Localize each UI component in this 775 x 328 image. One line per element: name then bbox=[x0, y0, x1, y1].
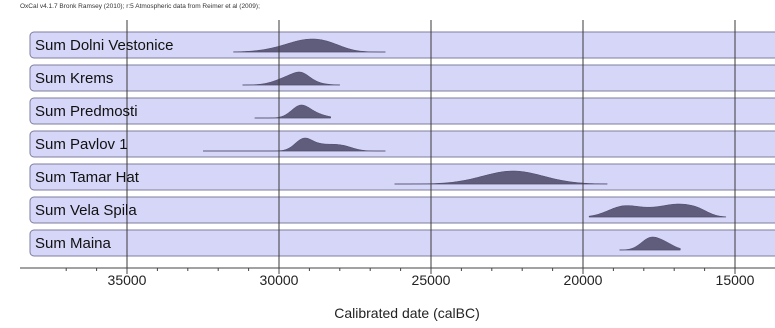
probability-distribution bbox=[588, 203, 727, 218]
series-label: Sum Pavlov 1 bbox=[35, 136, 128, 153]
series-row bbox=[29, 229, 775, 257]
row-background bbox=[29, 163, 775, 191]
series-row bbox=[29, 130, 775, 158]
series-rows: Sum Dolni Vestonice Sum Krems Sum Predmost… bbox=[29, 20, 775, 268]
probability-distribution bbox=[254, 104, 331, 119]
x-tick-label: 15000 bbox=[716, 272, 755, 288]
probability-distribution bbox=[619, 236, 681, 251]
chart-header: OxCal v4.1.7 Bronk Ramsey (2010); r:5 At… bbox=[20, 3, 260, 10]
series-label: Sum Vela Spila bbox=[35, 202, 137, 219]
row-background bbox=[29, 196, 775, 224]
row-background bbox=[29, 229, 775, 257]
x-tick-label: 35000 bbox=[108, 272, 147, 288]
x-axis: 35000 30000 25000 20000 15000 bbox=[20, 267, 775, 288]
probability-distribution bbox=[233, 38, 386, 53]
row-background bbox=[29, 31, 775, 59]
x-axis-label: Calibrated date (calBC) bbox=[334, 305, 480, 321]
probability-distribution bbox=[203, 137, 386, 152]
series-row bbox=[29, 31, 775, 59]
series-label: Sum Dolni Vestonice bbox=[35, 37, 173, 54]
series-label: Sum Krems bbox=[35, 70, 113, 87]
x-tick-label: 25000 bbox=[412, 272, 451, 288]
probability-distribution bbox=[242, 71, 341, 86]
series-row bbox=[29, 97, 775, 125]
x-tick-label: 20000 bbox=[564, 272, 603, 288]
series-label: Sum Predmosti bbox=[35, 103, 138, 120]
row-background bbox=[29, 130, 775, 158]
row-background bbox=[29, 97, 775, 125]
series-label: Sum Tamar Hat bbox=[35, 169, 140, 186]
x-tick-label: 30000 bbox=[260, 272, 299, 288]
series-row bbox=[29, 163, 775, 191]
series-label: Sum Maina bbox=[35, 235, 112, 252]
series-row bbox=[29, 196, 775, 224]
row-background bbox=[29, 64, 775, 92]
series-row bbox=[29, 64, 775, 92]
